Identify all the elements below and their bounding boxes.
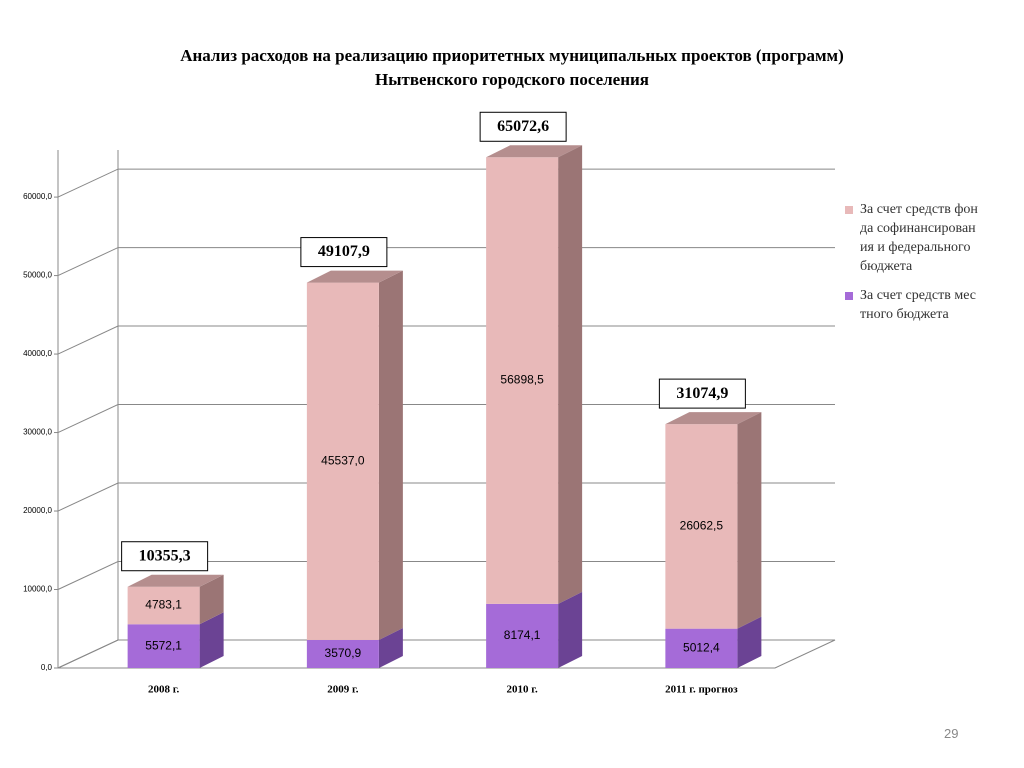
total-box xyxy=(479,111,567,142)
x-tick-label: 2008 г. xyxy=(148,684,180,696)
value-label: 3570,9 xyxy=(325,646,362,660)
legend-label: За счет средств местного бюджета xyxy=(860,288,976,322)
bar-top xyxy=(486,145,583,158)
legend-swatch xyxy=(845,292,853,300)
title-line: Анализ расходов на реализацию приоритетн… xyxy=(180,46,844,65)
total-box xyxy=(121,541,209,572)
y-tick-label: 40000,0 xyxy=(23,349,52,358)
bar-side xyxy=(737,616,762,668)
bar-side xyxy=(199,612,224,668)
bar xyxy=(306,282,379,640)
grid-line xyxy=(57,404,835,433)
bar-side xyxy=(558,145,583,604)
grid-line xyxy=(57,168,835,198)
legend-swatch xyxy=(845,206,853,214)
bar-top xyxy=(127,574,224,587)
value-label: 4783,1 xyxy=(145,598,182,612)
value-label: 8174,1 xyxy=(504,628,541,642)
y-tick-label: 0,0 xyxy=(41,663,53,672)
grid-line xyxy=(57,325,835,355)
bar-side xyxy=(558,591,583,668)
x-tick-label: 2010 г. xyxy=(506,684,538,696)
bar-top xyxy=(306,270,403,283)
bar-side xyxy=(378,270,403,640)
bar-side xyxy=(737,412,762,629)
grid-line xyxy=(57,247,835,277)
x-tick-label: 2009 г. xyxy=(327,684,359,696)
x-tick-label: 2011 г. прогноз xyxy=(665,684,738,696)
total-box xyxy=(300,237,388,268)
bar-side xyxy=(199,574,224,625)
bar xyxy=(665,424,738,629)
bar xyxy=(306,639,379,668)
legend: За счет средств фонда софинансирования и… xyxy=(845,200,980,334)
value-label: 5012,4 xyxy=(683,641,720,655)
total-label: 31074,9 xyxy=(676,385,728,402)
value-label: 56898,5 xyxy=(500,373,544,387)
y-tick-label: 20000,0 xyxy=(23,506,52,515)
total-label: 10355,3 xyxy=(139,547,191,564)
value-label: 5572,1 xyxy=(145,638,182,652)
y-tick-label: 10000,0 xyxy=(23,585,52,594)
page-number: 29 xyxy=(944,726,959,741)
y-tick-label: 50000,0 xyxy=(23,271,52,280)
value-label: 26062,5 xyxy=(680,519,724,533)
chart-title: Анализ расходов на реализацию приоритетн… xyxy=(0,44,1024,92)
total-label: 49107,9 xyxy=(318,243,370,260)
total-box xyxy=(658,378,746,409)
value-label: 45537,0 xyxy=(321,453,365,467)
grid-line xyxy=(57,561,835,590)
y-tick-label: 60000,0 xyxy=(23,192,52,201)
y-tick-label: 30000,0 xyxy=(23,428,52,437)
bar xyxy=(127,586,200,625)
bar xyxy=(486,603,559,668)
bar xyxy=(486,157,559,604)
legend-item: За счет средств местного бюджета xyxy=(845,286,980,324)
bar xyxy=(665,628,738,668)
bar-side xyxy=(378,627,403,668)
legend-item: За счет средств фонда софинансирования и… xyxy=(845,200,980,276)
title-line: Нытвенского городского поселения xyxy=(374,70,650,89)
grid-line xyxy=(57,639,835,669)
bar xyxy=(127,624,200,668)
bar-top xyxy=(665,412,762,425)
grid-line xyxy=(57,482,835,512)
total-label: 65072,6 xyxy=(497,118,549,135)
legend-label: За счет средств фонда софинансирования и… xyxy=(860,202,978,274)
